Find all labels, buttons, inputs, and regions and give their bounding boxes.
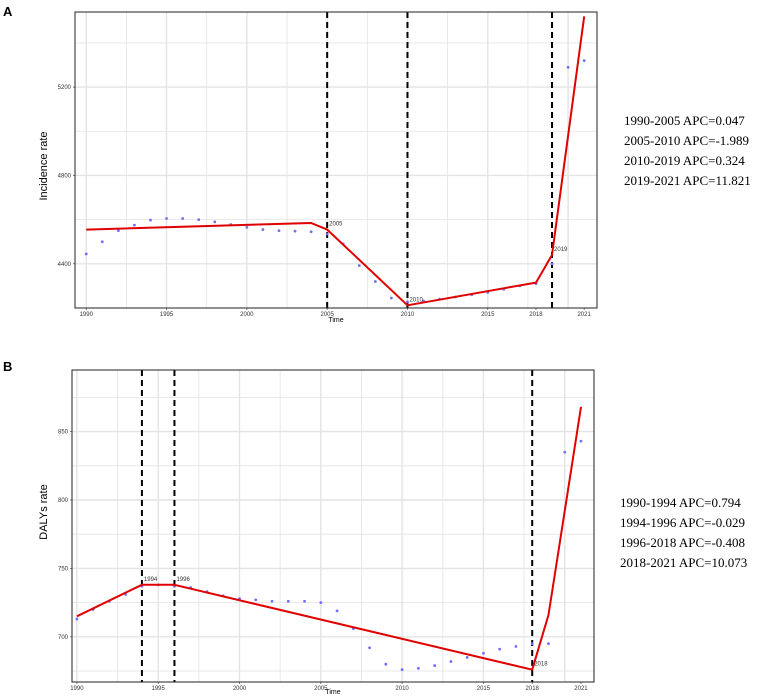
panel-b-ytick-label: 800 xyxy=(58,498,69,504)
panel-b-observed-point xyxy=(400,668,404,672)
panel-a-observed-point xyxy=(357,264,361,267)
panel-a-observed-point xyxy=(309,230,313,234)
panel-b-ytick-label: 700 xyxy=(58,635,69,641)
panel-b-apc-2: 1994-1996 APC=-0.029 xyxy=(620,515,745,530)
panel-b-observed-point xyxy=(254,598,258,602)
panel-a-xtick-label: 2021 xyxy=(577,312,591,318)
panel-b-observed-point xyxy=(482,651,485,655)
panel-a-ytick-label: 4800 xyxy=(58,173,72,179)
panel-a-joinpoint-label: 2010 xyxy=(409,297,423,303)
panel-b-observed-point xyxy=(563,450,567,454)
panel-a-observed-point xyxy=(100,240,104,244)
panel-b-fitted-line xyxy=(76,406,582,671)
panel-a-observed-point xyxy=(84,252,88,256)
panel-b-xlabel: Time xyxy=(325,689,340,696)
panel-b-observed-point xyxy=(547,642,550,646)
panel-b-apc-1: 1990-1994 APC=0.794 xyxy=(620,495,741,510)
panel-a-xtick-label: 2005 xyxy=(320,312,334,318)
panel-a-xtick-label: 2015 xyxy=(481,312,495,318)
panel-b-apc-4: 2018-2021 APC=10.073 xyxy=(620,555,747,570)
panel-b-observed-point xyxy=(75,617,79,621)
panel-a-observed-point xyxy=(406,300,409,304)
panel-a-observed-point xyxy=(293,229,297,233)
panel-a-xtick-label: 1990 xyxy=(80,312,94,318)
panel-b-xtick-label: 2021 xyxy=(574,686,588,692)
panel-b-observed-point xyxy=(530,642,534,646)
panel-a-observed-point xyxy=(133,223,136,227)
panel-a-observed-point xyxy=(197,218,201,222)
panel-a-apc-legend: 1990-2005 APC=0.047 2005-2010 APC=-1.989… xyxy=(624,113,751,188)
panel-a-ylabel: Incidence rate xyxy=(38,131,50,200)
panel-b-xtick-label: 2015 xyxy=(477,686,491,692)
panel-b-observed-point xyxy=(368,646,371,650)
panel-b-letter: B xyxy=(3,359,12,374)
panel-b-ylabel: DALYs rate xyxy=(38,484,50,539)
panel-b-xtick-label: 1990 xyxy=(70,686,84,692)
panel-b-observed-point xyxy=(286,599,290,603)
panel-b-observed-point xyxy=(498,647,502,651)
panel-a-observed-point xyxy=(116,229,120,233)
panel-a-observed-point xyxy=(550,262,554,266)
panel-a-observed-point xyxy=(149,218,152,222)
panel-b-observed-point xyxy=(449,660,453,663)
panel-b-observed-point xyxy=(384,662,388,666)
panel-b-plot-border xyxy=(71,369,595,683)
panel-b-xtick-label: 2005 xyxy=(314,686,328,692)
panel-a-plot-border xyxy=(74,11,598,309)
panel-b-observed-point xyxy=(303,599,306,603)
panel-b-ytick-label: 750 xyxy=(58,566,69,572)
panel-b-xtick-label: 1995 xyxy=(152,686,166,692)
panel-a-fitted-line xyxy=(86,16,586,307)
panel-b-observed-point xyxy=(514,645,518,648)
panel-a-letter: A xyxy=(3,4,13,19)
panel-b-observed-point xyxy=(416,666,420,670)
panel-b-xtick-label: 2010 xyxy=(395,686,409,692)
panel-a-observed-point xyxy=(325,232,329,236)
panel-b-plot-background xyxy=(72,370,594,682)
panel-a-apc-4: 2019-2021 APC=11.821 xyxy=(624,173,751,188)
panel-a-observed-point xyxy=(373,280,377,283)
panel-a-plot-area: 1990 1995 2000 2005 2010 2015 2018 2021 4400 4800… xyxy=(58,11,598,318)
panel-b-plot-area: 1990 1995 2000 2005 2010 2015 2018 2021 700 750 80… xyxy=(58,369,595,692)
panel-a-observed-point xyxy=(566,65,570,69)
panel-a-apc-2: 2005-2010 APC=-1.989 xyxy=(624,133,749,148)
panel-b-xtick-label: 2000 xyxy=(233,686,247,692)
panel-b-joinpoint-label: 1994 xyxy=(144,577,158,583)
panel-a-observed-point xyxy=(213,220,217,224)
panel-a-apc-1: 1990-2005 APC=0.047 xyxy=(624,113,745,128)
panel-b: B DALYs rate Time 1990-1994 APC=0.794 19… xyxy=(3,359,747,696)
panel-b-apc-legend: 1990-1994 APC=0.794 1994-1996 APC=-0.029… xyxy=(620,495,747,570)
panel-a-apc-3: 2010-2019 APC=0.324 xyxy=(624,153,745,168)
panel-a-observed-point xyxy=(245,225,249,229)
panel-a-observed-point xyxy=(165,217,168,220)
panel-a-ytick-label: 5200 xyxy=(58,85,72,91)
panel-b-observed-point xyxy=(270,599,274,603)
panel-b-ytick-label: 850 xyxy=(58,430,69,436)
panel-a-observed-point xyxy=(181,217,185,220)
panel-b-xtick-label: 2018 xyxy=(526,686,540,692)
panel-a-xtick-label: 1995 xyxy=(160,312,174,318)
panel-b-observed-point xyxy=(319,601,323,605)
panel-a-xtick-label: 2010 xyxy=(401,312,415,318)
panel-a-xlabel: Time xyxy=(328,317,343,324)
panel-b-observed-point xyxy=(465,655,469,659)
panel-a-observed-point xyxy=(390,296,393,300)
panel-a-observed-point xyxy=(277,229,281,233)
panel-b-observed-point xyxy=(579,439,583,443)
panel-a: A Incidence rate Time 1990-2005 APC=0.04… xyxy=(3,4,751,324)
panel-b-observed-point xyxy=(433,664,437,667)
panel-a-xtick-label: 2000 xyxy=(240,312,254,318)
panel-a-observed-point xyxy=(582,59,586,62)
panel-a-plot-background xyxy=(75,12,597,308)
panel-a-xtick-label: 2018 xyxy=(529,312,543,318)
panel-b-observed-point xyxy=(335,609,339,613)
panel-a-joinpoint-label: 2005 xyxy=(329,222,343,228)
panel-a-joinpoint-label: 2019 xyxy=(554,247,568,253)
panel-b-joinpoint-label: 2018 xyxy=(534,662,548,668)
panel-a-ytick-label: 4400 xyxy=(58,262,72,268)
panel-b-apc-3: 1996-2018 APC=-0.408 xyxy=(620,535,745,550)
panel-b-joinpoint-label: 1996 xyxy=(176,577,190,583)
panel-a-observed-point xyxy=(261,228,265,231)
